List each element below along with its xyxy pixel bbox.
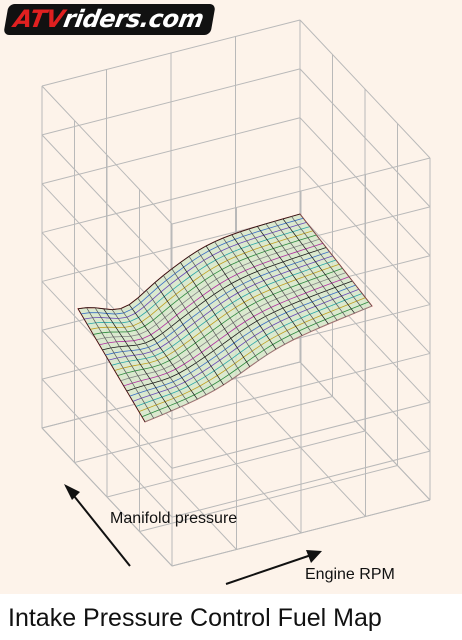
grid-line bbox=[299, 68, 431, 208]
surface-mesh-line bbox=[86, 307, 155, 419]
grid-line bbox=[299, 166, 431, 305]
surface-mesh-line bbox=[77, 308, 146, 423]
surface-mesh-line bbox=[137, 297, 207, 395]
surface-mesh-line bbox=[103, 308, 172, 412]
surface-mesh-line bbox=[163, 275, 233, 380]
grid-line bbox=[171, 499, 431, 567]
surface-mesh-line bbox=[146, 290, 216, 391]
grid-line bbox=[171, 401, 431, 469]
engine-rpm-label: Engine RPM bbox=[305, 566, 395, 583]
surface-mesh-line bbox=[180, 262, 251, 367]
engine-rpm-arrow bbox=[225, 551, 321, 585]
grid-line bbox=[171, 352, 431, 420]
figure-caption: Intake Pressure Control Fuel Map bbox=[8, 603, 382, 632]
grid-line bbox=[41, 134, 173, 274]
grid-line bbox=[299, 361, 431, 501]
plot-area: ATVriders.com Manifold pressure Engine R… bbox=[0, 0, 462, 594]
surface-mesh-line bbox=[248, 228, 320, 328]
surface-mesh-line bbox=[239, 231, 312, 332]
fuel-map-3d-plot bbox=[41, 19, 431, 585]
axis-arrows bbox=[64, 484, 322, 585]
manifold-pressure-arrow bbox=[65, 485, 131, 567]
surface-mesh-line bbox=[94, 307, 163, 415]
surface-mesh-line bbox=[222, 237, 294, 340]
grid-line bbox=[299, 215, 431, 354]
grid-line bbox=[235, 378, 366, 517]
grid-line bbox=[170, 394, 302, 534]
manifold-pressure-arrowhead bbox=[64, 484, 80, 500]
grid-line bbox=[41, 85, 173, 225]
surface-mesh-line bbox=[282, 218, 355, 314]
surface-mesh-line bbox=[111, 309, 181, 408]
surface-mesh-line bbox=[197, 250, 268, 355]
grid-line bbox=[171, 450, 431, 518]
grid-line bbox=[41, 329, 173, 469]
grid-line bbox=[299, 19, 431, 159]
atvriders-logo: ATVriders.com bbox=[3, 3, 216, 35]
surface-mesh-line bbox=[231, 234, 303, 336]
grid-line bbox=[299, 117, 431, 257]
logo-suffix: riders.com bbox=[61, 4, 206, 33]
grid-line bbox=[139, 465, 398, 532]
surface-mesh-line bbox=[171, 268, 242, 374]
grid-line bbox=[41, 68, 301, 136]
grid-line bbox=[41, 166, 301, 234]
surface-mesh-line bbox=[120, 308, 189, 404]
surface-mesh-line bbox=[205, 245, 277, 350]
surface-mesh-line bbox=[214, 241, 285, 345]
manifold-pressure-label: Manifold pressure bbox=[110, 510, 238, 527]
surface-mesh-line bbox=[154, 282, 224, 385]
fuel-map-surface bbox=[77, 213, 373, 423]
grid-line bbox=[41, 378, 173, 518]
surface-mesh-line bbox=[299, 213, 373, 307]
engine-rpm-arrowhead bbox=[306, 550, 322, 563]
grid-line bbox=[41, 19, 301, 87]
grid-line bbox=[299, 312, 431, 452]
grid-line bbox=[171, 157, 431, 225]
surface-mesh-line bbox=[274, 221, 347, 317]
surface-mesh-line bbox=[291, 216, 364, 310]
surface-mesh-line bbox=[265, 223, 338, 321]
surface-mesh-line bbox=[257, 226, 329, 325]
grid-line bbox=[41, 117, 301, 185]
surface-mesh-line bbox=[128, 304, 198, 400]
surface-mesh-line bbox=[188, 256, 259, 361]
